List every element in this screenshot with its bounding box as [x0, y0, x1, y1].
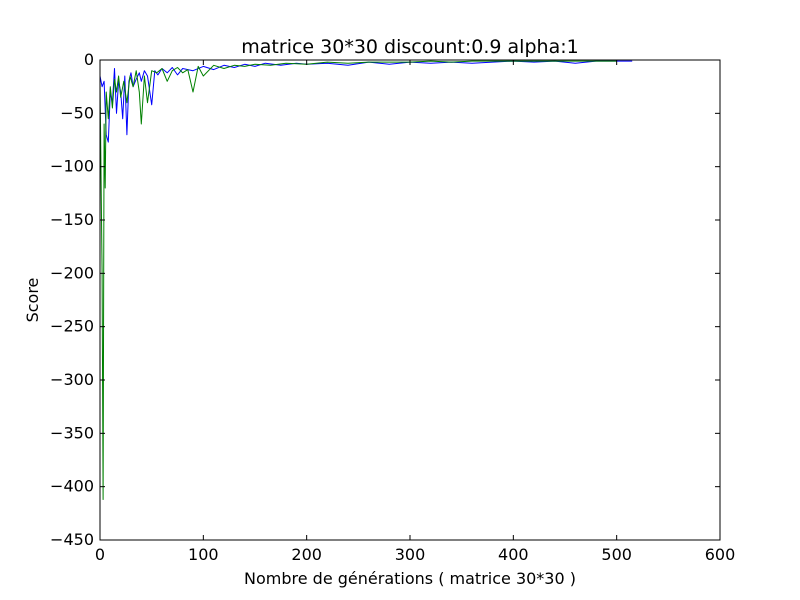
y-tick-label: −300 [50, 370, 94, 389]
chart-title: matrice 30*30 discount:0.9 alpha:1 [241, 36, 578, 58]
x-tick-label: 500 [601, 545, 632, 564]
plot-frame [99, 59, 721, 541]
y-tick-label: −250 [50, 317, 94, 336]
y-tick-label: 0 [84, 50, 94, 69]
x-tick-label: 400 [498, 545, 529, 564]
y-tick-label: −150 [50, 210, 94, 229]
y-tick-label: −400 [50, 477, 94, 496]
y-tick-label: −450 [50, 530, 94, 549]
series-layer [99, 60, 633, 500]
x-tick-label: 100 [188, 545, 219, 564]
y-axis-label: Score [23, 278, 42, 323]
series-line-0 [99, 60, 633, 143]
x-tick-label: 200 [291, 545, 322, 564]
y-tick-label: −100 [50, 157, 94, 176]
series-line-1 [99, 60, 617, 500]
x-tick-label: 0 [95, 545, 105, 564]
y-tick-label: −200 [50, 263, 94, 282]
x-tick-label: 600 [705, 545, 736, 564]
y-tick-label: −50 [60, 103, 94, 122]
tick-layer: 0 100 200 300 400 500 600 0 −50 −100 −150 −200 −250 −… [50, 50, 735, 564]
x-tick-label: 300 [395, 545, 426, 564]
x-axis-label: Nombre de générations ( matrice 30*30 ) [244, 569, 576, 588]
y-tick-label: −350 [50, 423, 94, 442]
